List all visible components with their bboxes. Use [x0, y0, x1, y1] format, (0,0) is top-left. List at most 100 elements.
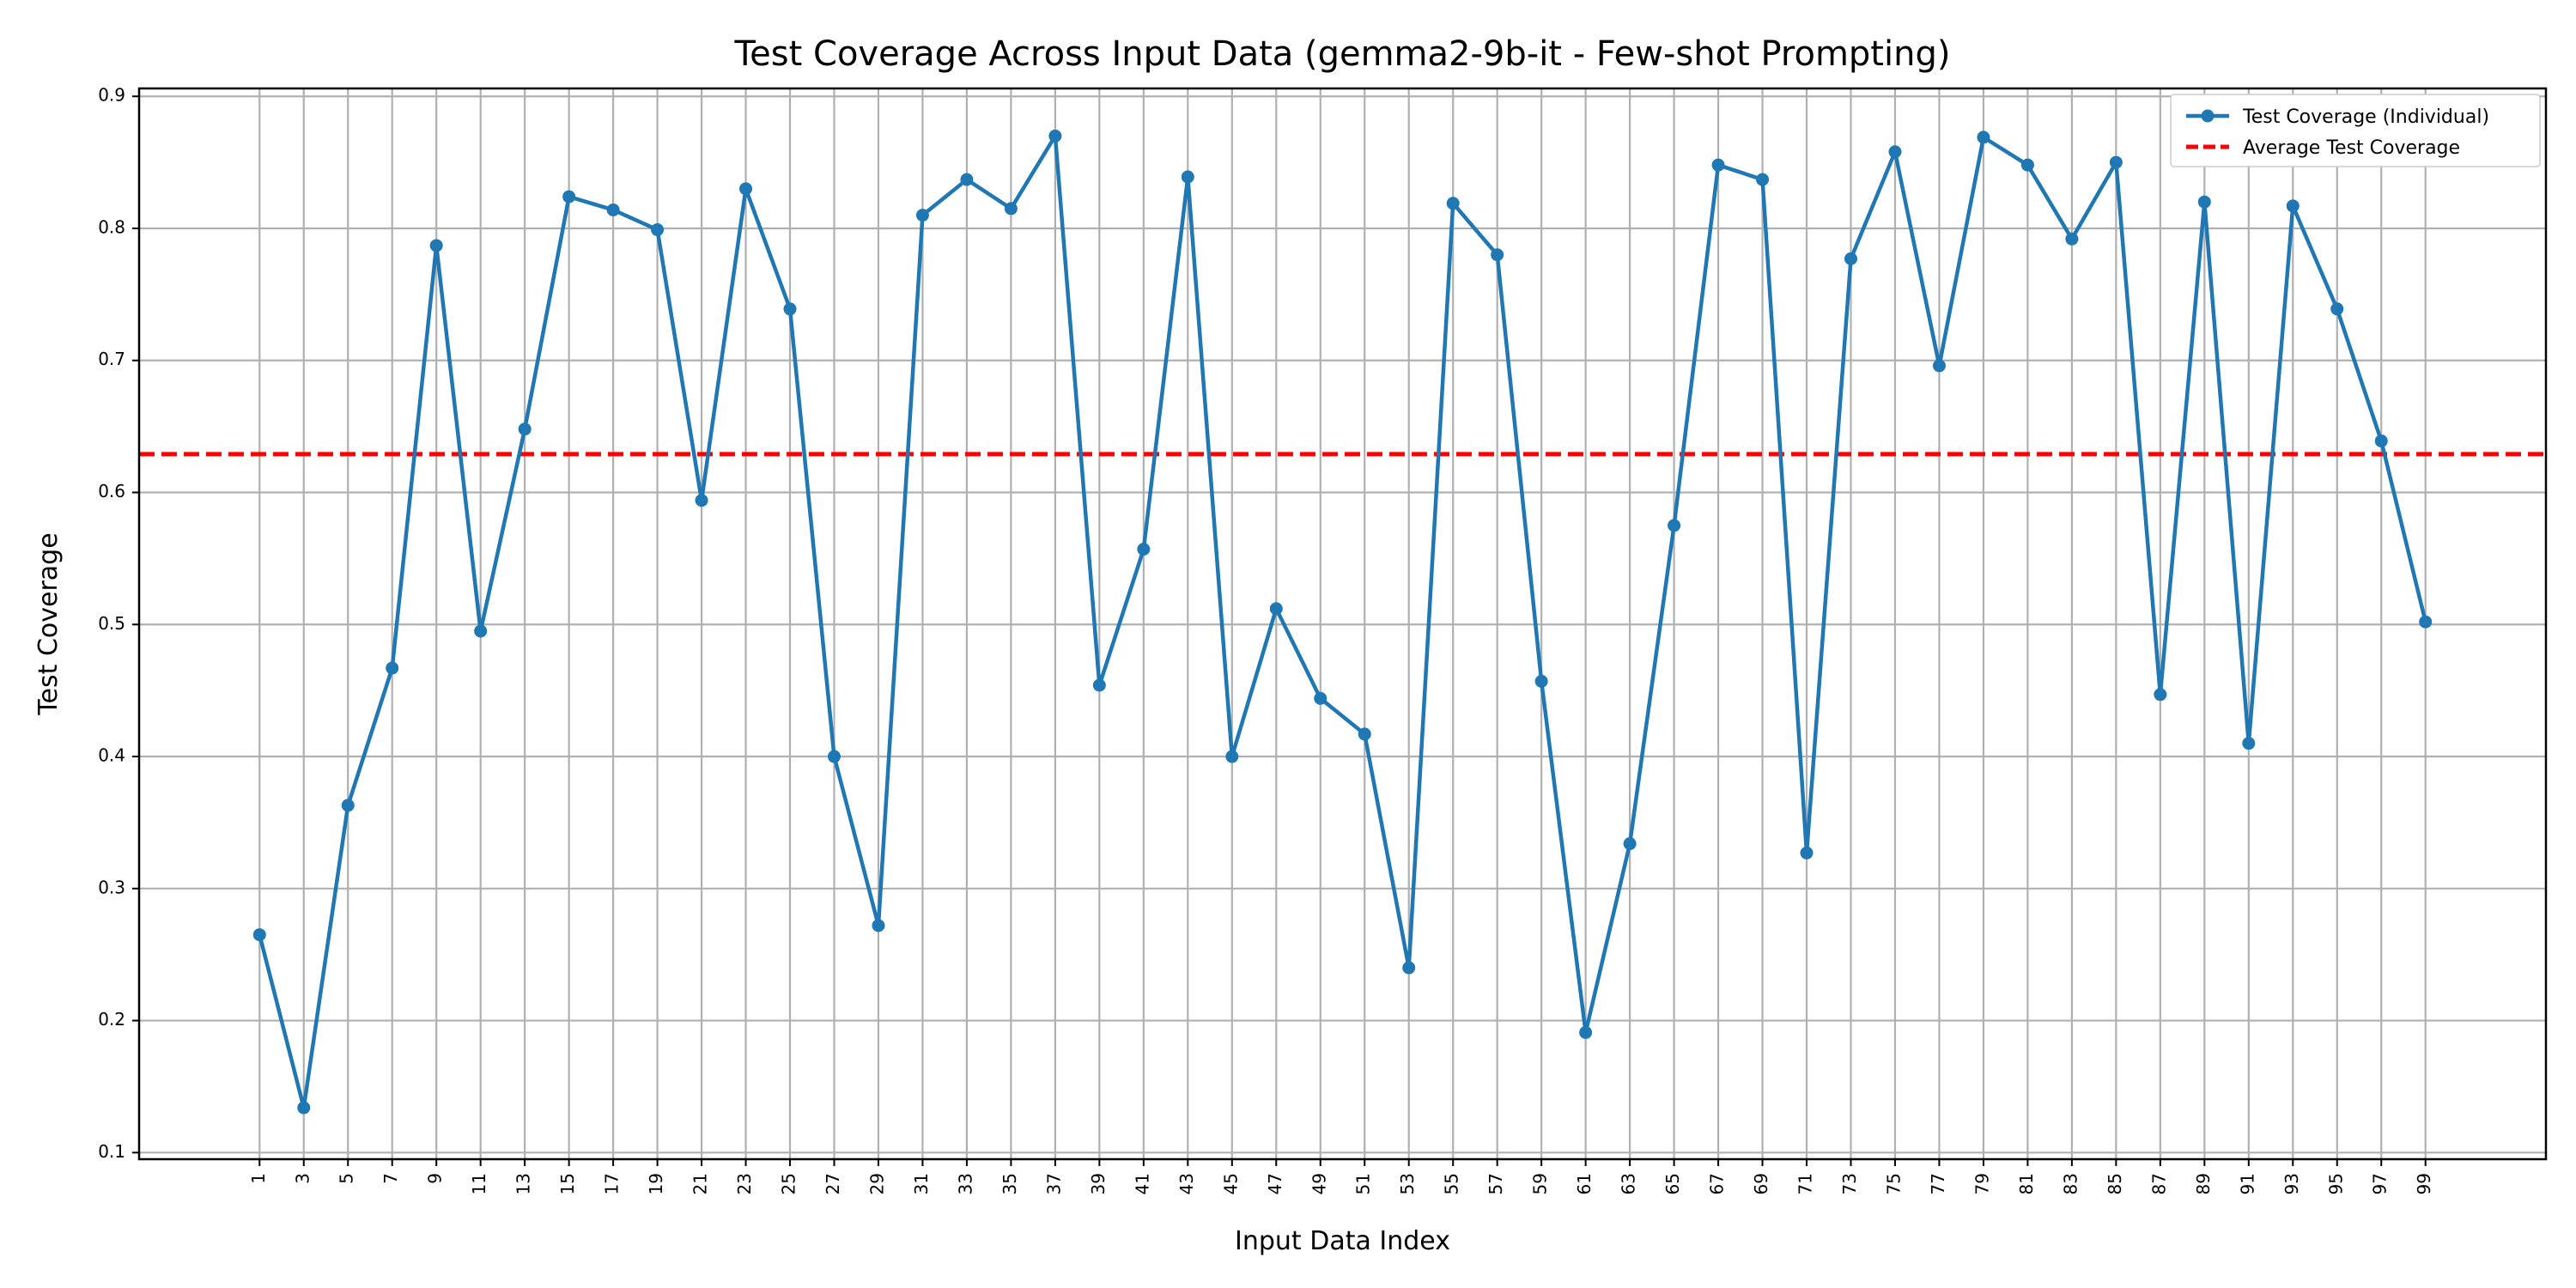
data-point [1446, 197, 1460, 210]
series-line-individual [258, 134, 2427, 1110]
y-tick-label: 0.8 [98, 216, 125, 237]
x-tick-label: 55 [1442, 1173, 1462, 1194]
x-tick-label: 15 [557, 1173, 578, 1194]
data-point [2242, 737, 2256, 750]
grid [139, 88, 2546, 1159]
x-tick-label: 81 [2016, 1173, 2037, 1194]
data-point [915, 209, 929, 222]
data-point [739, 182, 753, 196]
x-tick-label: 93 [2281, 1173, 2302, 1194]
x-tick-label: 75 [1883, 1173, 1904, 1194]
y-tick-label: 0.7 [98, 349, 125, 369]
x-tick-label: 25 [779, 1173, 799, 1194]
x-tick-label: 21 [690, 1173, 711, 1194]
data-point [474, 624, 488, 638]
data-point [1181, 170, 1194, 184]
data-point [1977, 131, 1990, 144]
x-tick-label: 73 [1839, 1173, 1860, 1194]
x-tick-label: 9 [425, 1173, 446, 1184]
x-tick-label: 17 [602, 1173, 623, 1194]
x-tick-label: 1 [248, 1173, 269, 1184]
data-point [783, 302, 797, 316]
x-tick-label: 49 [1309, 1173, 1329, 1194]
y-tick-label: 0.1 [98, 1141, 125, 1162]
x-tick-label: 7 [380, 1173, 401, 1184]
legend-label-individual: Test Coverage (Individual) [2242, 106, 2489, 128]
legend: Test Coverage (Individual) Average Test … [2170, 94, 2541, 167]
data-point [1048, 129, 1062, 143]
x-tick-label: 89 [2193, 1173, 2214, 1194]
data-point [1491, 248, 1504, 262]
y-tick-label: 0.4 [98, 745, 125, 766]
x-tick-label: 65 [1662, 1173, 1683, 1194]
x-tick-label: 63 [1619, 1173, 1639, 1194]
data-point [2286, 199, 2300, 213]
x-tick-label: 39 [1088, 1173, 1109, 1194]
data-point [2109, 155, 2123, 169]
x-tick-label: 71 [1795, 1173, 1816, 1194]
data-point [695, 494, 708, 507]
data-point [872, 919, 885, 933]
data-point [1092, 678, 1106, 692]
x-tick-label: 67 [1707, 1173, 1728, 1194]
x-tick-label: 57 [1485, 1173, 1506, 1194]
data-point [1579, 1025, 1593, 1039]
data-point [1137, 543, 1151, 556]
data-point [651, 223, 665, 237]
data-point [1888, 145, 1902, 159]
x-tick-label: 29 [866, 1173, 887, 1194]
x-tick-label: 31 [911, 1173, 932, 1194]
y-tick-label: 0.2 [98, 1009, 125, 1030]
data-point [1004, 202, 1018, 216]
x-axis-label: Input Data Index [1235, 1226, 1450, 1256]
y-tick-label: 0.9 [98, 85, 125, 106]
data-point [606, 203, 620, 216]
x-tick-label: 87 [2148, 1173, 2169, 1194]
x-tick-label: 35 [999, 1173, 1020, 1194]
series-group [252, 129, 2433, 1115]
data-point [1225, 750, 1239, 763]
data-point [1668, 519, 1681, 532]
x-tick-label: 3 [292, 1173, 313, 1184]
x-tick-label: 85 [2105, 1173, 2125, 1194]
x-tick-label: 99 [2414, 1173, 2434, 1194]
data-point [386, 661, 399, 675]
chart-title: Test Coverage Across Input Data (gemma2-… [734, 34, 1951, 74]
data-point [1402, 961, 1416, 975]
legend-label-average: Average Test Coverage [2243, 137, 2460, 159]
data-point [2330, 302, 2344, 316]
x-tick-label: 83 [2060, 1173, 2081, 1194]
data-point [2419, 615, 2433, 629]
x-tick-label: 5 [337, 1173, 357, 1184]
x-tick-label: 53 [1397, 1173, 1418, 1194]
data-point [562, 190, 576, 204]
y-tick-label: 0.6 [98, 481, 125, 501]
x-tick-label: 13 [513, 1173, 534, 1194]
x-tick-label: 69 [1751, 1173, 1771, 1194]
data-point [1623, 837, 1637, 851]
x-tick-label: 97 [2370, 1173, 2391, 1194]
ticks: 1 3 5 7 9 11 13 15 17 19 21 23 25 27 29 31 33 35 37 39 41 43 4… [98, 85, 2434, 1195]
legend-box [2170, 94, 2541, 167]
legend-marker-individual [2201, 109, 2215, 123]
x-tick-label: 37 [1043, 1173, 1064, 1194]
data-point [2065, 232, 2079, 246]
x-tick-label: 47 [1265, 1173, 1285, 1194]
x-tick-label: 27 [823, 1173, 843, 1194]
data-point [1932, 359, 1946, 373]
data-point [2197, 195, 2211, 209]
x-tick-label: 23 [734, 1173, 755, 1194]
y-tick-label: 0.3 [98, 877, 125, 897]
x-tick-label: 95 [2325, 1173, 2346, 1194]
x-tick-label: 41 [1132, 1173, 1152, 1194]
x-tick-label: 91 [2237, 1173, 2257, 1194]
data-point [960, 173, 974, 186]
data-point [1844, 252, 1858, 265]
data-point [1711, 158, 1725, 172]
x-tick-label: 61 [1574, 1173, 1595, 1194]
data-point [429, 239, 443, 252]
x-tick-label: 79 [1971, 1173, 1992, 1194]
x-tick-label: 19 [646, 1173, 666, 1194]
y-axis-label: Test Coverage [33, 532, 64, 715]
